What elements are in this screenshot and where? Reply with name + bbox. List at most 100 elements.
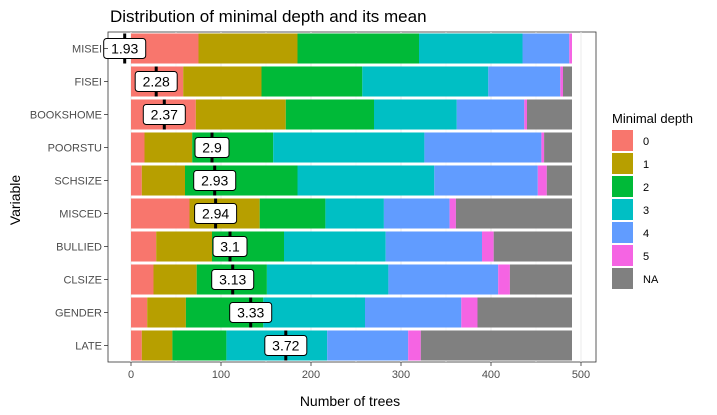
- mean-label: 2.9: [202, 140, 222, 156]
- bar-segment-fisei-depth-4: [488, 66, 561, 97]
- mean-label-box: [134, 71, 178, 92]
- y-axis: MISEI FISEI BOOKSHOME POORSTU SCHSIZE MISCED B…: [30, 44, 108, 353]
- x-tick-label: 400: [482, 369, 500, 381]
- legend-swatch-1: [612, 153, 633, 174]
- x-axis: 0 100 200 300 400 500: [128, 362, 590, 381]
- y-tick-label: FISEI: [74, 77, 102, 89]
- y-tick-label: GENDER: [55, 308, 102, 320]
- legend-swatch-na: [612, 268, 633, 289]
- bar-segment-bullied-depth-5: [482, 231, 494, 262]
- legend-swatch-5: [612, 245, 633, 266]
- x-tick-label: 200: [302, 369, 320, 381]
- bar-segment-late-depth-5: [408, 330, 421, 361]
- bar-segment-gender-depth-0: [131, 297, 148, 328]
- bar-segment-bookshome-depth-5: [524, 99, 527, 130]
- x-tick-label: 100: [212, 369, 230, 381]
- bar-segment-fisei-depth-2: [261, 66, 363, 97]
- y-tick-label: BOOKSHOME: [30, 110, 102, 122]
- bar-segment-misei-depth-1: [198, 33, 298, 64]
- bar-segment-fisei-depth-na: [563, 66, 572, 97]
- bar-segment-fisei-depth-3: [362, 66, 489, 97]
- bar-segment-schsize-depth-0: [131, 165, 142, 196]
- bar-segment-bullied-depth-4: [385, 231, 482, 262]
- legend-label: 2: [643, 182, 649, 194]
- legend-swatch-4: [612, 222, 633, 243]
- bar-segment-poorstu-depth-5: [541, 132, 545, 163]
- x-tick-label: 300: [392, 369, 410, 381]
- bar-segment-misced-depth-2: [259, 198, 326, 229]
- legend-swatch-2: [612, 176, 633, 197]
- y-tick-label: MISCED: [59, 209, 102, 221]
- y-tick-label: SCHSIZE: [54, 176, 102, 188]
- y-tick-label: CLSIZE: [63, 275, 102, 287]
- bar-segment-gender-depth-4: [365, 297, 462, 328]
- bar-segment-clsize-depth-1: [153, 264, 197, 295]
- bar-segment-late-depth-4: [327, 330, 409, 361]
- bar-segment-clsize-depth-5: [498, 264, 510, 295]
- bar-segment-gender-depth-3: [263, 297, 365, 328]
- bar-segment-poorstu-depth-na: [544, 132, 572, 163]
- mean-label-box: [194, 137, 230, 158]
- legend-title: Minimal depth: [612, 111, 693, 126]
- x-axis-title: Number of trees: [300, 393, 400, 409]
- mean-label-box: [212, 236, 248, 257]
- legend-label: 3: [643, 205, 649, 217]
- mean-label-box: [211, 269, 255, 290]
- bars: [131, 33, 572, 361]
- bar-segment-poorstu-depth-1: [144, 132, 193, 163]
- mean-label-box: [264, 335, 308, 356]
- bar-segment-misced-depth-5: [449, 198, 456, 229]
- legend-label: NA: [643, 274, 659, 286]
- bar-segment-misced-depth-na: [455, 198, 572, 229]
- mean-label: 3.33: [237, 305, 264, 321]
- bar-segment-poorstu-depth-0: [131, 132, 145, 163]
- y-tick-label: POORSTU: [48, 143, 102, 155]
- y-tick-label: BULLIED: [56, 242, 102, 254]
- mean-label: 2.28: [143, 74, 170, 90]
- legend: Minimal depth 0 1 2 3 4 5 NA: [612, 111, 693, 289]
- y-axis-title: Variable: [7, 175, 23, 226]
- y-tick-label: LATE: [75, 341, 102, 353]
- bar-segment-bookshome-depth-2: [285, 99, 374, 130]
- bar-segment-schsize-depth-4: [434, 165, 538, 196]
- mean-label: 2.37: [151, 107, 178, 123]
- legend-label: 4: [643, 228, 649, 240]
- mean-label: 2.94: [202, 206, 229, 222]
- mean-label: 3.13: [219, 272, 246, 288]
- bar-segment-gender-depth-1: [147, 297, 186, 328]
- mean-label-box: [193, 170, 237, 191]
- bar-segment-fisei-depth-1: [183, 66, 262, 97]
- x-tick-label: 500: [572, 369, 590, 381]
- bar-segment-clsize-depth-3: [266, 264, 389, 295]
- mean-label-box: [194, 203, 238, 224]
- legend-label: 0: [643, 136, 649, 148]
- bar-segment-gender-depth-5: [461, 297, 478, 328]
- bar-segment-poorstu-depth-4: [424, 132, 542, 163]
- bar-segment-fisei-depth-5: [560, 66, 563, 97]
- bar-segment-schsize-depth-1: [141, 165, 185, 196]
- bar-segment-misei-depth-5: [569, 33, 572, 64]
- legend-label: 1: [643, 159, 649, 171]
- bar-segment-bullied-depth-0: [131, 231, 157, 262]
- legend-swatch-3: [612, 199, 633, 220]
- bar-segment-late-depth-1: [141, 330, 173, 361]
- bar-segment-bullied-depth-3: [284, 231, 386, 262]
- bar-segment-misced-depth-0: [131, 198, 190, 229]
- mean-label-box: [103, 38, 147, 59]
- mean-label: 1.93: [111, 41, 138, 57]
- y-tick-label: MISEI: [72, 44, 102, 56]
- bar-segment-bookshome-depth-na: [527, 99, 572, 130]
- bar-segment-clsize-depth-0: [131, 264, 154, 295]
- bar-segment-poorstu-depth-3: [273, 132, 425, 163]
- legend-swatch-0: [612, 130, 633, 151]
- bar-segment-bookshome-depth-3: [374, 99, 457, 130]
- mean-label-box: [142, 104, 186, 125]
- bar-segment-late-depth-na: [420, 330, 572, 361]
- mean-label-box: [229, 302, 273, 323]
- chart-title: Distribution of minimal depth and its me…: [110, 7, 427, 26]
- mean-label: 3.72: [272, 338, 299, 354]
- bar-segment-bullied-depth-na: [493, 231, 572, 262]
- bar-segment-misced-depth-4: [383, 198, 450, 229]
- bar-segment-bookshome-depth-1: [195, 99, 286, 130]
